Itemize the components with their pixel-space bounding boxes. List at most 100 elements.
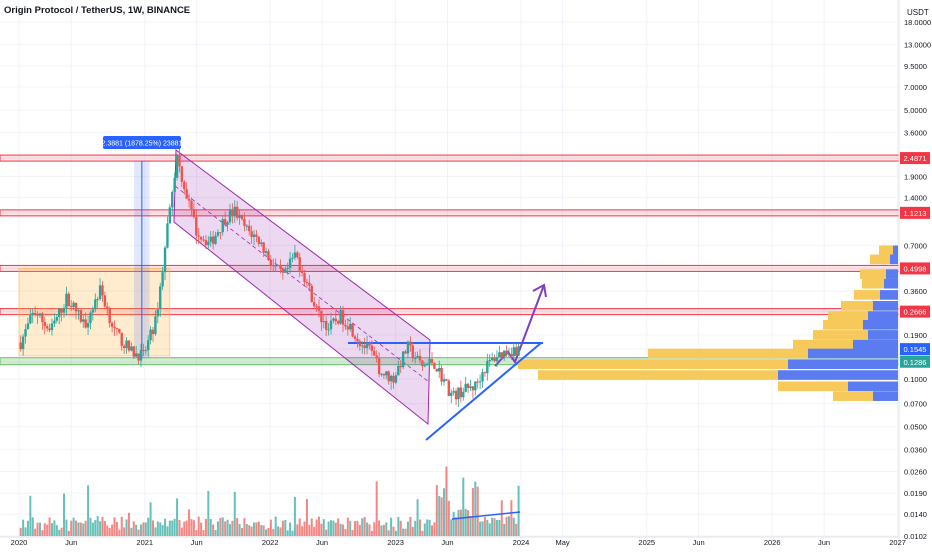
- candle-body: [204, 239, 208, 246]
- volume-bar: [339, 523, 342, 536]
- volume-bar: [356, 520, 359, 536]
- volume-profile-sell: [886, 269, 898, 279]
- price-label-tag[interactable]: [900, 305, 930, 318]
- volume-profile-sell: [893, 245, 898, 256]
- candle-body: [397, 366, 400, 376]
- candle-body: [106, 306, 109, 309]
- price-label-tag[interactable]: [900, 355, 930, 368]
- candle-body: [375, 355, 378, 359]
- volume-bar: [397, 516, 400, 536]
- candle-body: [125, 340, 128, 349]
- volume-bar: [101, 516, 104, 536]
- candle-body: [293, 252, 297, 258]
- candle-body: [252, 234, 256, 238]
- volume-bar: [414, 520, 417, 536]
- volume-bar: [176, 498, 179, 536]
- candle-body: [110, 323, 114, 327]
- volume-bar: [337, 518, 340, 536]
- candle-body: [226, 222, 229, 225]
- currency-label[interactable]: USDT: [907, 8, 929, 17]
- candle-body: [406, 341, 410, 354]
- volume-bar: [103, 521, 106, 536]
- volume-profile-buy: [793, 339, 853, 350]
- volume-bar: [29, 495, 32, 536]
- volume-bar: [221, 517, 224, 536]
- volume-bar: [19, 527, 22, 536]
- volume-bar: [320, 523, 323, 536]
- volume-profile-sell: [890, 254, 898, 265]
- candle-body: [471, 386, 475, 391]
- volume-bar: [351, 530, 354, 536]
- candle-body: [192, 209, 196, 217]
- volume-bar: [515, 523, 518, 536]
- candle-body: [450, 392, 453, 396]
- y-tick-label: 0.1000: [904, 375, 927, 384]
- volume-bar: [317, 516, 320, 536]
- candle-body: [94, 299, 97, 310]
- candle-body: [108, 308, 111, 324]
- price-label-tag[interactable]: [900, 262, 930, 275]
- volume-bar: [349, 520, 352, 536]
- candle-body: [322, 321, 325, 323]
- candle-body: [62, 307, 66, 313]
- price-label-tag[interactable]: [900, 343, 930, 356]
- volume-bar: [382, 524, 385, 536]
- candle-body: [211, 236, 215, 244]
- volume-bar: [159, 522, 162, 536]
- candle-body: [315, 306, 318, 308]
- y-tick-label: 0.0700: [904, 400, 927, 409]
- price-label-text: 1.1213: [904, 209, 927, 218]
- candle-body: [324, 321, 328, 330]
- candle-body: [38, 313, 42, 316]
- candle-body: [476, 381, 479, 383]
- candle-body: [505, 350, 508, 355]
- x-tick-label: Jun: [316, 538, 328, 547]
- measure-label-bg: [103, 136, 181, 149]
- price-label-tag[interactable]: [900, 152, 930, 165]
- volume-profile-sell: [880, 290, 898, 300]
- volume-profile-buy: [828, 311, 868, 321]
- volume-bar: [370, 530, 373, 536]
- candle-body: [281, 268, 285, 273]
- x-tick-label: May: [555, 538, 569, 547]
- candle-body: [447, 380, 451, 396]
- volume-bar: [31, 517, 34, 536]
- volume-profile-sell: [873, 391, 898, 401]
- resistance-zone[interactable]: [0, 154, 900, 162]
- volume-bar: [457, 510, 460, 536]
- volume-bar: [132, 521, 135, 536]
- volume-bar: [474, 481, 477, 536]
- price-label-text: 0.4998: [904, 264, 927, 273]
- candle-body: [474, 381, 477, 391]
- accumulation-box[interactable]: [18, 268, 171, 357]
- candle-body: [373, 350, 376, 356]
- volume-bar: [418, 519, 421, 536]
- candle-body: [89, 312, 92, 324]
- descending-channel[interactable]: [173, 149, 431, 426]
- candle-body: [514, 347, 518, 356]
- volume-bar: [500, 500, 503, 536]
- volume-bar: [358, 524, 361, 536]
- measure-label: 2.3881 (1878.25%) 23881: [102, 141, 183, 148]
- volume-bar: [36, 522, 39, 536]
- volume-bar: [421, 530, 424, 536]
- volume-trend-line[interactable]: [451, 511, 521, 520]
- volume-profile-buy: [813, 330, 868, 340]
- candle-body: [418, 355, 422, 361]
- x-tick-label: 2026: [764, 538, 781, 547]
- candle-body: [507, 354, 511, 356]
- volume-bar: [178, 519, 181, 536]
- triangle-support-line[interactable]: [425, 342, 542, 441]
- candle-body: [214, 235, 217, 244]
- volume-bar: [399, 520, 402, 536]
- volume-bar: [332, 520, 335, 536]
- volume-bar: [87, 485, 90, 536]
- volume-bar: [41, 530, 44, 536]
- candle-body: [185, 189, 188, 199]
- price-label-tag[interactable]: [900, 206, 930, 219]
- candle-body: [53, 320, 56, 324]
- volume-bar: [380, 525, 383, 536]
- volume-bar: [219, 517, 222, 536]
